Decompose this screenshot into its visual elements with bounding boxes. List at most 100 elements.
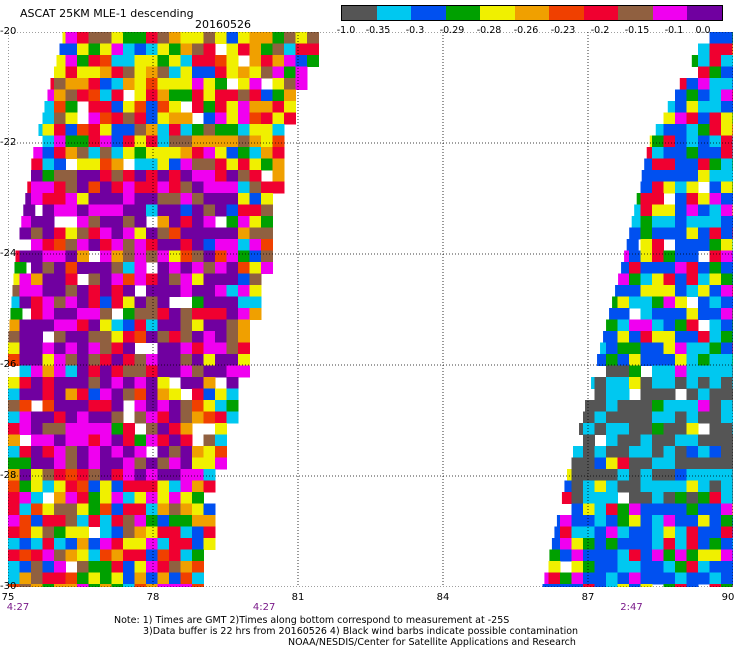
- swath-cell: [14, 262, 27, 274]
- swath-cell: [77, 66, 89, 79]
- swath-cell: [226, 32, 239, 44]
- swath-cell: [652, 227, 664, 240]
- swath-cell: [675, 147, 687, 159]
- swath-cell: [192, 147, 204, 159]
- swath-cell: [640, 285, 653, 297]
- swath-cell: [157, 43, 170, 56]
- swath-cell: [261, 193, 273, 205]
- swath-cell: [146, 526, 158, 539]
- swath-cell: [732, 135, 733, 148]
- swath-cell: [721, 584, 733, 587]
- swath-cell: [629, 342, 641, 355]
- swath-cell: [123, 342, 135, 355]
- swath-cell: [123, 78, 135, 90]
- swath-cell: [42, 147, 55, 159]
- swath-cell: [157, 285, 170, 297]
- swath-cell: [100, 342, 112, 355]
- swath-cell: [180, 170, 193, 182]
- swath-cell: [215, 296, 227, 309]
- swath-cell: [100, 227, 112, 240]
- swath-cell: [686, 89, 699, 102]
- swath-cell: [617, 480, 630, 493]
- swath-cell: [169, 32, 181, 44]
- swath-cell: [583, 549, 595, 562]
- swath-cell: [606, 492, 618, 504]
- swath-cell: [709, 43, 722, 56]
- swath-cell: [146, 250, 158, 263]
- swath-cell: [146, 227, 158, 240]
- swath-cell: [8, 342, 20, 355]
- swath-cell: [652, 561, 664, 573]
- swath-cell: [65, 411, 78, 424]
- swath-cell: [157, 526, 170, 539]
- swath-cell: [54, 262, 66, 274]
- swath-cell: [617, 308, 630, 320]
- swath-cell: [111, 89, 124, 102]
- swath-cell: [675, 250, 687, 263]
- swath-cell: [180, 273, 193, 286]
- y-tick-label: -26: [0, 359, 17, 370]
- colorbar-segment: [652, 6, 688, 20]
- swath-cell: [675, 377, 687, 389]
- swath-cell: [215, 158, 227, 171]
- swath-cell: [709, 32, 722, 44]
- swath-cell: [192, 365, 204, 378]
- swath-cell: [180, 239, 193, 251]
- swath-cell: [123, 296, 135, 309]
- swath-cell: [709, 89, 722, 102]
- swath-cell: [65, 331, 78, 343]
- swath-cell: [238, 181, 250, 194]
- swath-cell: [686, 135, 699, 148]
- swath-cell: [19, 365, 32, 378]
- swath-cell: [686, 101, 699, 113]
- swath-cell: [169, 147, 181, 159]
- swath-cell: [203, 538, 216, 550]
- swath-cell: [652, 331, 664, 343]
- swath-cell: [146, 135, 158, 148]
- swath-cell: [721, 101, 733, 113]
- swath-cell: [583, 503, 595, 516]
- swath-cell: [8, 480, 20, 493]
- swath-cell: [19, 503, 32, 516]
- swath-cell: [54, 158, 66, 171]
- swath-cell: [123, 457, 135, 470]
- y-tick-label: -20: [0, 26, 17, 37]
- swath-cell: [721, 400, 733, 412]
- swath-cell: [709, 561, 722, 573]
- swath-cell: [157, 457, 170, 470]
- swath-cell: [698, 55, 710, 67]
- swath-cell: [134, 170, 147, 182]
- swath-cell: [100, 89, 112, 102]
- swath-cell: [111, 239, 124, 251]
- swath-cell: [88, 147, 101, 159]
- swath-cell: [686, 503, 699, 516]
- swath-cell: [709, 469, 722, 481]
- swath-cell: [146, 434, 158, 447]
- swath-cell: [123, 549, 135, 562]
- swath-cell: [100, 32, 112, 44]
- swath-cell: [249, 296, 262, 309]
- swath-cell: [192, 411, 204, 424]
- swath-cell: [169, 250, 181, 263]
- swath-cell: [157, 273, 170, 286]
- swath-cell: [180, 262, 193, 274]
- swath-cell: [54, 273, 66, 286]
- swath-cell: [157, 78, 170, 90]
- swath-cell: [169, 503, 181, 516]
- swath-cell: [65, 492, 78, 504]
- swath-cell: [652, 158, 664, 171]
- swath-cell: [123, 147, 135, 159]
- swath-cell: [698, 538, 710, 550]
- swath-cell: [721, 549, 733, 562]
- swath-cell: [709, 365, 722, 378]
- swath-cell: [77, 515, 89, 527]
- swath-cell: [663, 411, 676, 424]
- swath-cell: [686, 400, 699, 412]
- swath-cell: [31, 411, 43, 424]
- swath-cell: [19, 561, 32, 573]
- swath-cell: [77, 354, 89, 366]
- swath-cell: [663, 135, 676, 148]
- swath-cell: [686, 273, 699, 286]
- swath-cell: [42, 538, 55, 550]
- swath-cell: [732, 124, 733, 136]
